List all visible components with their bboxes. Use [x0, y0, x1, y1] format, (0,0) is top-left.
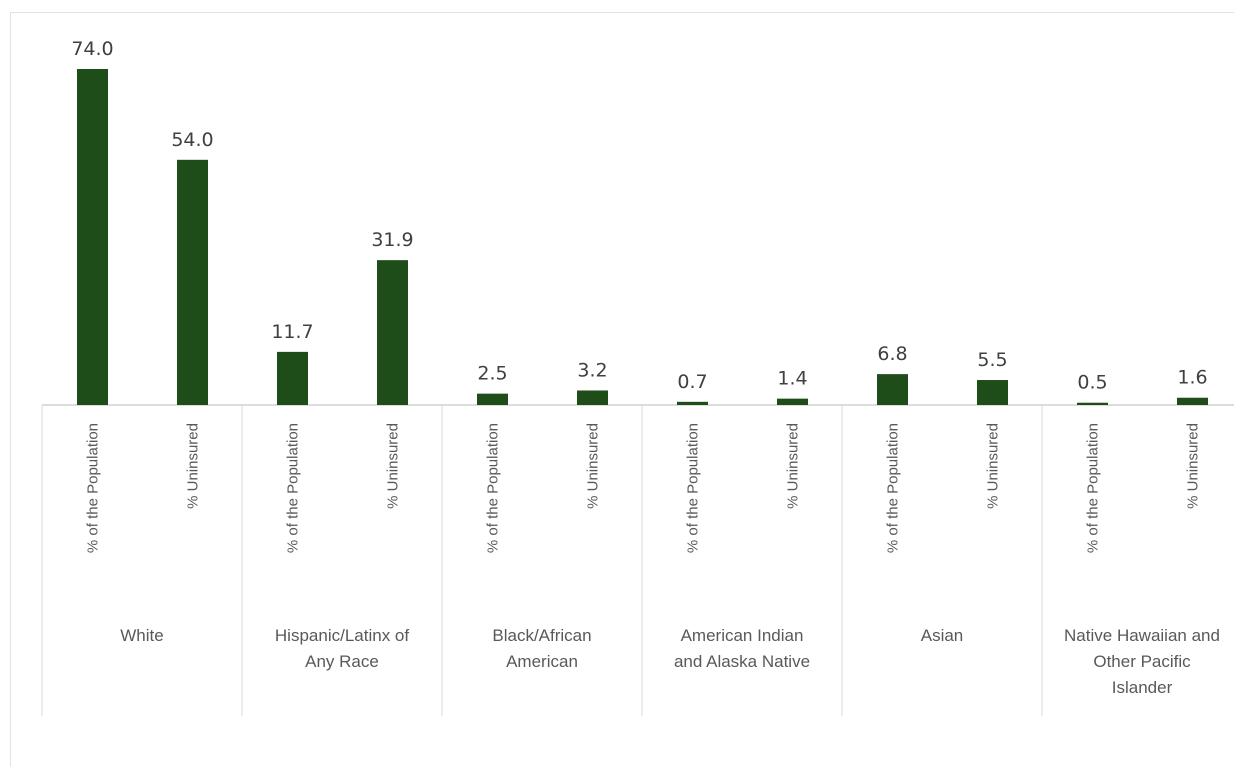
bar [277, 351, 308, 405]
tick-label: % Uninsured [185, 423, 202, 509]
bar-chart: 74.0 % of the Population 54.0 % Uninsured Wh… [41, 38, 1234, 716]
tick-label: % of the Population [85, 423, 102, 553]
bar [677, 401, 708, 405]
bar [1177, 397, 1208, 405]
tick-label: % Uninsured [785, 423, 802, 509]
bar [177, 159, 208, 405]
tick-label: % Uninsured [585, 423, 602, 509]
category-label: American [506, 652, 578, 671]
data-label: 5.5 [977, 349, 1007, 371]
bar [77, 69, 108, 405]
category-label: Islander [1112, 678, 1173, 697]
category-label: and Alaska Native [674, 652, 810, 671]
bar [1077, 402, 1108, 405]
tick-label: % of the Population [685, 423, 702, 553]
category-label: American Indian [681, 626, 804, 645]
category-label: Other Pacific [1093, 652, 1191, 671]
category-label: Black/African [492, 626, 591, 645]
bar [477, 393, 508, 405]
data-label: 74.0 [71, 38, 113, 60]
data-label: 0.5 [1077, 372, 1107, 394]
data-label: 3.2 [577, 359, 607, 381]
category-label: White [120, 626, 163, 645]
bar [577, 390, 608, 405]
tick-label: % Uninsured [1185, 423, 1202, 509]
category-label: Native Hawaiian and [1064, 626, 1220, 645]
tick-label: % of the Population [1085, 423, 1102, 553]
category-label: Any Race [305, 652, 379, 671]
data-label: 54.0 [171, 129, 213, 151]
bar [977, 380, 1008, 405]
category-label: Hispanic/Latinx of [275, 626, 409, 645]
data-label: 11.7 [271, 321, 313, 343]
tick-label: % of the Population [485, 423, 502, 553]
tick-label: % of the Population [885, 423, 902, 553]
data-label: 1.4 [777, 368, 807, 390]
chart-area: 74.0 % of the Population 54.0 % Uninsured Wh… [10, 12, 1234, 767]
data-label: 1.6 [1177, 367, 1207, 389]
data-label: 0.7 [677, 371, 707, 393]
data-label: 31.9 [371, 229, 413, 251]
data-label: 2.5 [477, 363, 507, 385]
bar [877, 374, 908, 405]
tick-label: % Uninsured [985, 423, 1002, 509]
bar [377, 260, 408, 405]
category-label: Asian [921, 626, 964, 645]
tick-label: % of the Population [285, 423, 302, 553]
bar [777, 398, 808, 405]
tick-label: % Uninsured [385, 423, 402, 509]
data-label: 6.8 [877, 343, 907, 365]
